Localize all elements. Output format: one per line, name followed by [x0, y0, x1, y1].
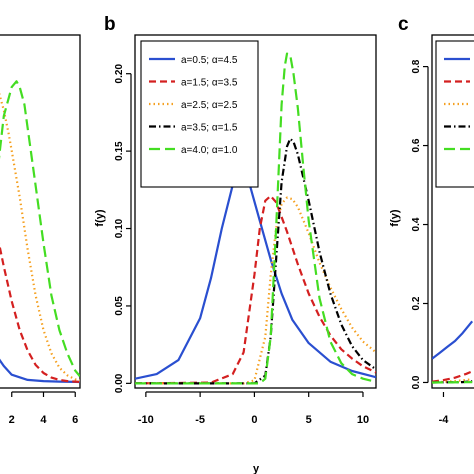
plot-frame [0, 34, 81, 389]
x-axis-label: y [253, 463, 260, 474]
x-tick-label: 10 [357, 414, 369, 426]
panel-b: -10 -5 0 5 10 y 0.00 0.05 0.10 0.15 0.20 f(y) b a=0.5… [94, 14, 377, 474]
series-line-red [0, 242, 80, 383]
x-tick-label: 5 [306, 414, 312, 426]
x-tick-label: -10 [138, 414, 154, 426]
legend-label: a=2.5; α=2.5 [181, 100, 238, 111]
y-axis: 0.00 0.05 0.10 0.15 0.20 f(y) [94, 64, 132, 393]
x-tick-label: 4 [40, 414, 47, 426]
y-tick-label: 0.8 [411, 59, 422, 73]
legend-label: a=3.5; α=1.5 [181, 123, 238, 134]
series-line-green [135, 52, 376, 385]
x-tick-label: 2 [9, 414, 15, 426]
x-axis: -10 -5 0 5 10 y [138, 391, 369, 474]
y-tick-label: 0.0 [411, 375, 422, 389]
x-axis: -4 [439, 392, 450, 426]
legend-label: a=4.0; α=1.0 [181, 145, 238, 156]
panel-a: 2 4 6 [0, 34, 81, 426]
series-line-red [432, 370, 473, 383]
y-tick-label: 0.2 [411, 296, 422, 310]
x-axis: 2 4 6 [9, 391, 78, 426]
y-tick-label: 0.6 [411, 138, 422, 152]
y-tick-label: 0.10 [114, 218, 125, 238]
y-tick-label: 0.15 [114, 141, 125, 161]
series-group [432, 320, 474, 384]
y-axis-label: f(y) [389, 209, 401, 226]
y-tick-label: 0.00 [114, 373, 125, 393]
x-tick-label: -4 [439, 414, 450, 426]
legend-box [435, 40, 474, 188]
legend: aaaaa [435, 40, 474, 188]
series-line-orange [135, 196, 376, 385]
plot-frame [134, 34, 377, 389]
panel-label: c [398, 14, 409, 35]
series-group [0, 80, 80, 384]
y-tick-label: 0.20 [114, 64, 125, 84]
panel-c: -4 0.0 0.2 0.4 0.6 0.8 f(y) c aaaaa [389, 14, 474, 426]
y-tick-label: 0.05 [114, 296, 125, 316]
panel-label: b [104, 14, 116, 35]
y-axis-label: f(y) [94, 209, 106, 226]
x-tick-label: -5 [195, 414, 205, 426]
series-line-blue [0, 358, 80, 384]
legend: a=0.5; α=4.5 a=1.5; α=3.5 a=2.5; α=2.5 a=3.… [140, 40, 259, 188]
y-tick-label: 0.4 [411, 217, 422, 231]
y-axis: 0.0 0.2 0.4 0.6 0.8 f(y) [389, 59, 429, 389]
legend-label: a=0.5; α=4.5 [181, 55, 238, 66]
legend-label: a=1.5; α=3.5 [181, 78, 238, 89]
series-line-blue [432, 320, 474, 360]
series-line-orange [0, 92, 80, 382]
series-line-green [0, 80, 80, 378]
plot-frame [431, 34, 474, 389]
x-tick-label: 0 [251, 414, 257, 426]
x-tick-label: 6 [72, 414, 78, 426]
legend-box [140, 40, 259, 188]
series-line-red [135, 194, 376, 385]
